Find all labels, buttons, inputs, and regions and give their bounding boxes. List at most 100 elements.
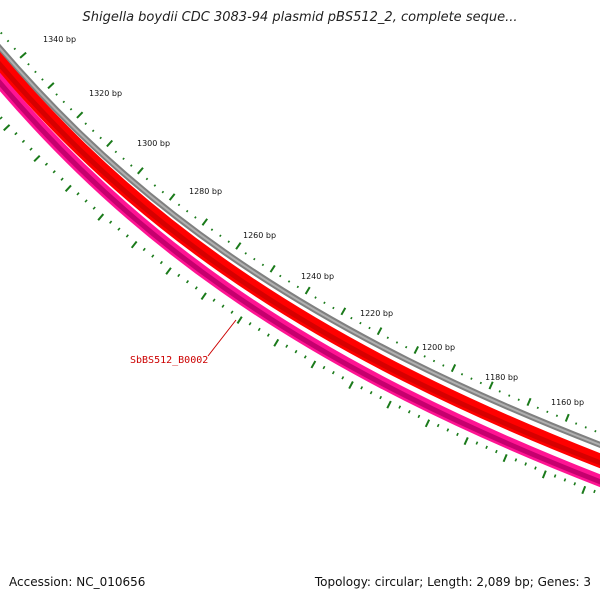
tick-mark-outer <box>62 100 66 104</box>
gene-label-sbbs512-b0002[interactable]: SbBS512_B0002 <box>130 355 208 366</box>
tick-mark-outer <box>350 316 353 320</box>
tick-mark-outer <box>488 381 494 390</box>
tick-mark-outer <box>594 429 597 433</box>
tick-mark-inner <box>64 184 72 192</box>
tick-mark-outer <box>99 136 102 140</box>
tick-labels: 1340 bp 1320 bp 1300 bp 1280 bp 1260 bp 1240 … <box>43 35 584 407</box>
tick-mark-outer <box>332 306 335 310</box>
tick-mark-inner <box>33 154 41 163</box>
tick-mark-outer <box>564 413 570 422</box>
tick-mark-outer <box>359 321 362 325</box>
tick-mark-inner <box>322 365 326 370</box>
tick-mark-outer <box>304 286 311 295</box>
gene-band-pink-shade <box>0 79 600 485</box>
tick-mark-outer <box>114 150 118 154</box>
tick-label: 1320 bp <box>89 89 122 98</box>
backbone-track <box>0 43 600 449</box>
tick-mark-outer <box>386 336 389 339</box>
tick-mark-inner <box>52 170 56 174</box>
tick-mark-inner <box>541 470 547 479</box>
tick-mark-inner <box>573 482 577 486</box>
topology-summary: Topology: circular; Length: 2,089 bp; Ge… <box>314 575 591 589</box>
tick-mark-inner <box>379 395 383 400</box>
tick-mark-outer <box>287 280 291 283</box>
tick-mark-outer <box>130 164 133 167</box>
tick-mark-inner <box>386 400 392 409</box>
tick-mark-outer <box>526 397 532 407</box>
tick-mark-outer <box>244 252 247 255</box>
tick-mark-inner <box>257 327 261 332</box>
tick-mark-inner <box>151 254 155 258</box>
tick-mark-inner <box>436 423 440 428</box>
tick-mark-inner <box>165 267 172 275</box>
tick-mark-outer <box>517 398 520 401</box>
tick-mark-inner <box>76 192 80 196</box>
map-title: Shigella boydii CDC 3083-94 plasmid pBS5… <box>82 10 518 25</box>
gene-band-red-shade <box>0 60 600 466</box>
tick-mark-outer <box>314 296 317 299</box>
tick-mark-outer <box>145 177 149 181</box>
tick-mark-inner <box>303 355 307 359</box>
tick-mark-outer <box>0 31 3 35</box>
tick-mark-outer <box>470 377 473 380</box>
tick-mark-inner <box>60 177 64 181</box>
tick-label: 1240 bp <box>301 272 334 281</box>
tick-mark-inner <box>29 147 33 151</box>
tick-mark-inner <box>273 338 280 347</box>
tick-mark-inner <box>424 419 431 428</box>
tick-marks-outer <box>0 31 597 433</box>
tick-mark-outer <box>253 257 256 261</box>
tick-mark-outer <box>536 406 539 410</box>
tick-mark-outer <box>137 167 144 175</box>
tick-mark-inner <box>331 370 335 375</box>
tick-mark-inner <box>456 432 459 437</box>
tick-mark-inner <box>21 139 26 144</box>
tick-mark-outer <box>47 82 55 90</box>
tick-mark-outer <box>442 364 445 367</box>
tick-mark-inner <box>130 240 138 249</box>
tick-mark-outer <box>177 203 181 207</box>
tick-mark-outer <box>201 218 209 226</box>
tick-mark-outer <box>185 209 189 213</box>
tick-mark-inner <box>495 449 498 454</box>
tick-mark-inner <box>248 322 252 326</box>
tick-mark-outer <box>69 107 73 111</box>
tick-mark-inner <box>177 273 181 278</box>
tick-mark-inner <box>159 260 163 265</box>
tick-mark-inner <box>553 474 557 478</box>
tick-mark-inner <box>14 132 18 136</box>
tick-mark-inner <box>475 441 479 445</box>
tick-mark-outer <box>235 242 242 250</box>
tick-mark-inner <box>398 405 402 409</box>
tick-mark-outer <box>368 326 371 330</box>
tick-mark-inner <box>524 462 527 466</box>
tick-mark-outer <box>413 346 420 355</box>
tick-mark-inner <box>125 234 129 238</box>
tick-mark-inner <box>593 489 596 494</box>
tick-mark-outer <box>161 190 165 194</box>
tick-mark-inner <box>109 220 113 224</box>
tick-mark-inner <box>563 478 567 482</box>
tick-mark-outer <box>460 373 464 376</box>
tick-mark-inner <box>3 124 11 132</box>
tick-mark-outer <box>405 345 408 349</box>
tick-mark-outer <box>106 139 114 148</box>
tick-mark-outer <box>279 274 282 278</box>
tick-mark-outer <box>296 285 300 289</box>
tick-mark-inner <box>417 414 421 419</box>
tick-mark-inner <box>502 453 508 463</box>
tick-mark-outer <box>508 394 511 397</box>
tick-mark-inner <box>117 227 121 231</box>
tick-mark-outer <box>91 129 95 133</box>
tick-mark-inner <box>266 333 270 337</box>
tick-mark-outer <box>76 111 84 119</box>
tick-mark-outer <box>210 228 214 231</box>
tick-mark-outer <box>13 47 17 51</box>
accession-text: Accession: NC_010656 <box>9 575 146 589</box>
tick-mark-outer <box>432 359 436 363</box>
tick-mark-outer <box>27 63 30 66</box>
tick-mark-outer <box>376 327 383 336</box>
tick-mark-outer <box>194 216 197 219</box>
tick-mark-inner <box>341 376 345 380</box>
